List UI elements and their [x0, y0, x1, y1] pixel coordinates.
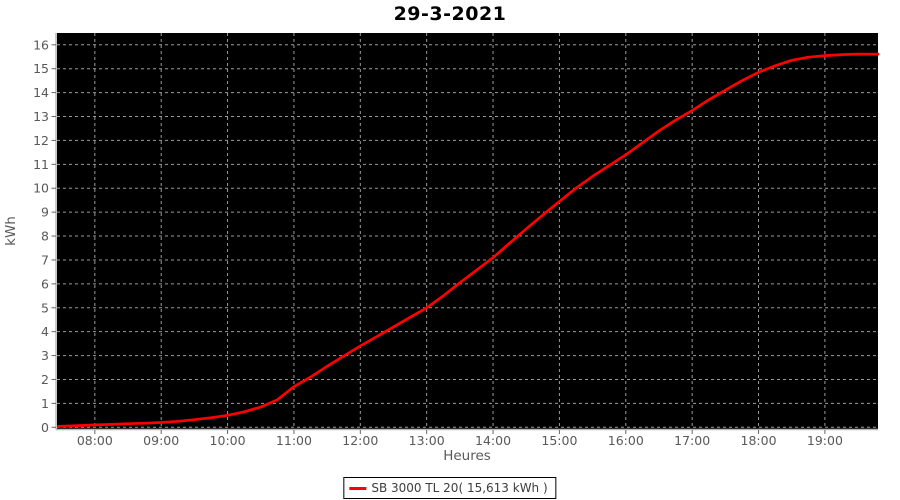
y-tick-label: 11 — [33, 157, 49, 172]
x-tick-label: 19:00 — [807, 433, 843, 448]
y-tick-label: 7 — [41, 252, 49, 267]
legend: SB 3000 TL 20( 15,613 kWh ) — [343, 477, 557, 499]
y-tick-label: 2 — [41, 372, 49, 387]
x-tick-label: 17:00 — [674, 433, 710, 448]
y-tick-label: 16 — [33, 37, 49, 52]
y-tick-label: 13 — [33, 109, 49, 124]
x-tick-label: 16:00 — [608, 433, 644, 448]
y-tick-label: 8 — [41, 229, 49, 244]
x-tick-label: 15:00 — [541, 433, 577, 448]
x-tick-label: 11:00 — [276, 433, 312, 448]
grid-layer — [57, 33, 878, 429]
y-tick-label: 3 — [41, 348, 49, 363]
x-tick-label: 12:00 — [342, 433, 378, 448]
y-tick-label: 5 — [41, 300, 49, 315]
tick-layer — [51, 44, 826, 434]
y-tick-label: 1 — [41, 396, 49, 411]
legend-line-icon — [349, 486, 367, 490]
x-tick-label: 08:00 — [77, 433, 113, 448]
x-axis-title: Heures — [443, 448, 491, 464]
series-layer — [56, 52, 880, 428]
y-tick-label: 14 — [33, 85, 49, 100]
y-tick-label: 15 — [33, 61, 49, 76]
x-tick-label: 14:00 — [475, 433, 511, 448]
x-tick-label: 10:00 — [210, 433, 246, 448]
y-tick-label: 12 — [33, 133, 49, 148]
data-curve — [56, 52, 880, 428]
plot-background — [57, 33, 878, 429]
x-tick-label: 18:00 — [741, 433, 777, 448]
y-tick-label: 4 — [41, 324, 49, 339]
legend-label: SB 3000 TL 20( 15,613 kWh ) — [371, 481, 548, 495]
y-tick-label: 0 — [41, 420, 49, 435]
x-tick-label: 13:00 — [409, 433, 445, 448]
y-tick-label: 6 — [41, 276, 49, 291]
chart-title: 29-3-2021 — [393, 3, 507, 25]
y-tick-label: 9 — [41, 205, 49, 220]
y-tick-label: 10 — [33, 181, 49, 196]
x-tick-label: 09:00 — [143, 433, 179, 448]
y-axis-title: kWh — [3, 216, 19, 246]
axis-layer — [55, 33, 878, 431]
